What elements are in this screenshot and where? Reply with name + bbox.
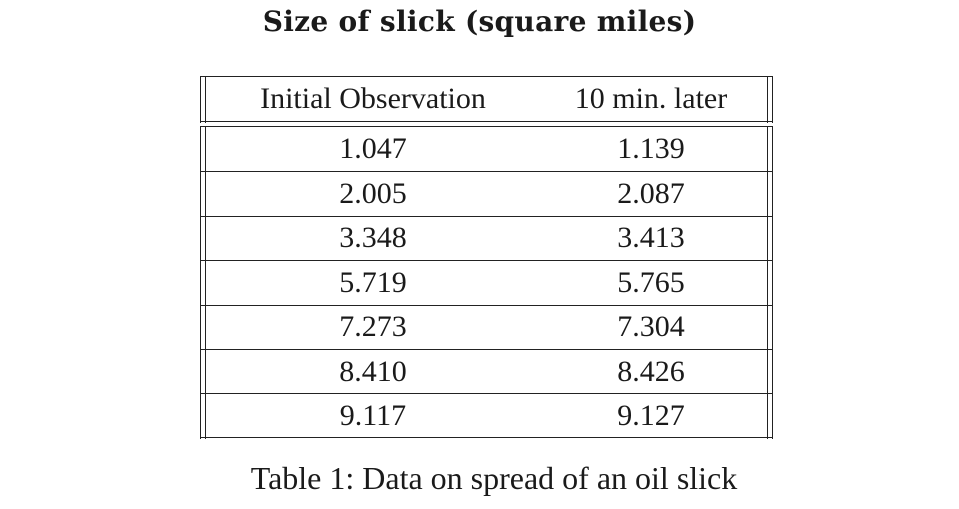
table-cell: 8.426 [617,355,685,388]
left-outer-rule [200,127,201,439]
right-inner-rule [767,77,768,123]
header-10-min-later: 10 min. later [574,82,728,115]
left-inner-rule [205,77,206,123]
table-caption: Table 1: Data on spread of an oil slick [250,460,738,496]
table-title: Size of slick (square miles) [262,5,697,38]
right-inner-rule [767,127,768,439]
table-cell: 7.273 [339,310,407,343]
row-divider [200,171,773,172]
data-table: Initial Observation 10 min. later 1.047 … [200,76,773,439]
left-outer-rule [200,77,201,123]
table-cell: 2.087 [617,177,685,210]
table-cell: 3.413 [617,221,685,254]
row-divider [200,349,773,350]
table-cell: 5.765 [617,266,685,299]
row-divider [200,216,773,217]
table-cell: 3.348 [339,221,407,254]
table-body: 1.047 1.139 2.005 2.087 3.348 3.413 5.71… [200,126,773,439]
table-cell: 2.005 [339,177,407,210]
table-cell: 7.304 [617,310,685,343]
table-cell: 1.139 [617,132,685,165]
left-inner-rule [205,127,206,439]
row-divider [200,305,773,306]
table-cell: 5.719 [339,266,407,299]
table-cell: 1.047 [339,132,407,165]
table-cell: 8.410 [339,355,407,388]
right-outer-rule [772,77,773,123]
table-header: Initial Observation 10 min. later [200,76,773,123]
header-initial-observation: Initial Observation [260,82,486,115]
row-divider [200,393,773,394]
right-outer-rule [772,127,773,439]
table-cell: 9.127 [617,399,685,432]
table-cell: 9.117 [339,399,407,432]
row-divider [200,260,773,261]
